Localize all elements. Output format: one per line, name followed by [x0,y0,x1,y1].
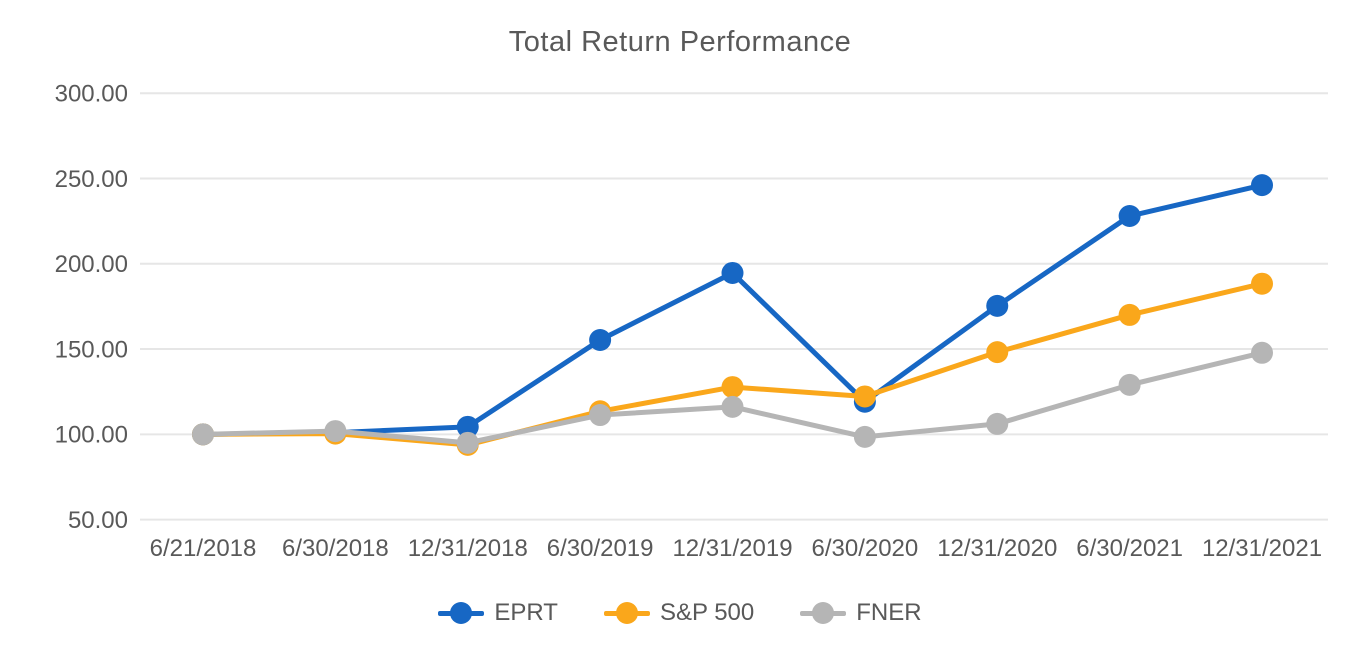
data-point-fner-8 [1251,341,1273,364]
data-point-fner-2 [456,431,479,454]
data-point-fner-7 [1118,373,1141,396]
line-marker-icon [800,601,847,625]
y-tick-label: 200.00 [55,251,128,278]
y-tick-label: 150.00 [55,336,128,363]
legend-item-sp500: S&P 500 [603,599,755,627]
x-tick-label: 6/30/2020 [811,535,918,562]
data-point-fner-4 [721,395,744,418]
y-tick-label: 250.00 [55,166,128,193]
x-tick-label: 12/31/2021 [1202,535,1322,562]
data-point-eprt-7 [1118,205,1141,228]
data-point-eprt-2 [456,415,479,438]
legend-label: S&P 500 [659,599,755,626]
y-tick-label: 300.00 [55,81,128,108]
legend-item-eprt: EPRT [438,599,558,627]
data-point-sp500-8 [1251,272,1273,295]
x-tick-label: 6/30/2021 [1076,535,1183,562]
data-point-eprt-8 [1251,174,1273,197]
data-point-eprt-6 [986,294,1009,317]
data-point-fner-6 [986,412,1009,435]
x-tick-label: 12/31/2018 [408,535,528,562]
data-point-sp500-6 [986,341,1009,364]
data-point-fner-5 [853,425,876,448]
x-tick-label: 6/30/2018 [282,535,389,562]
x-tick-label: 6/30/2019 [547,535,654,562]
x-tick-label: 12/31/2019 [672,535,792,562]
legend-label: EPRT [494,599,558,626]
line-marker-icon [603,601,650,625]
data-point-sp500-5 [853,385,876,408]
line-marker-icon [438,601,485,625]
data-point-sp500-7 [1118,303,1141,326]
series-line-sp500 [200,281,1265,448]
chart-legend: EPRT S&P 500 FNER [0,599,1360,627]
data-point-sp500-4 [721,376,744,399]
legend-label: FNER [856,599,922,626]
data-point-eprt-4 [721,261,744,284]
y-tick-label: 50.00 [68,507,128,534]
legend-item-fner: FNER [800,599,922,627]
data-point-eprt-3 [589,329,612,352]
data-point-fner-0 [192,423,214,446]
chart-title: Total Return Performance [508,26,852,58]
data-point-fner-1 [324,420,347,443]
data-point-fner-3 [589,404,612,427]
x-tick-label: 6/21/2018 [150,535,257,562]
x-tick-label: 12/31/2020 [937,535,1057,562]
y-tick-label: 100.00 [55,422,128,449]
